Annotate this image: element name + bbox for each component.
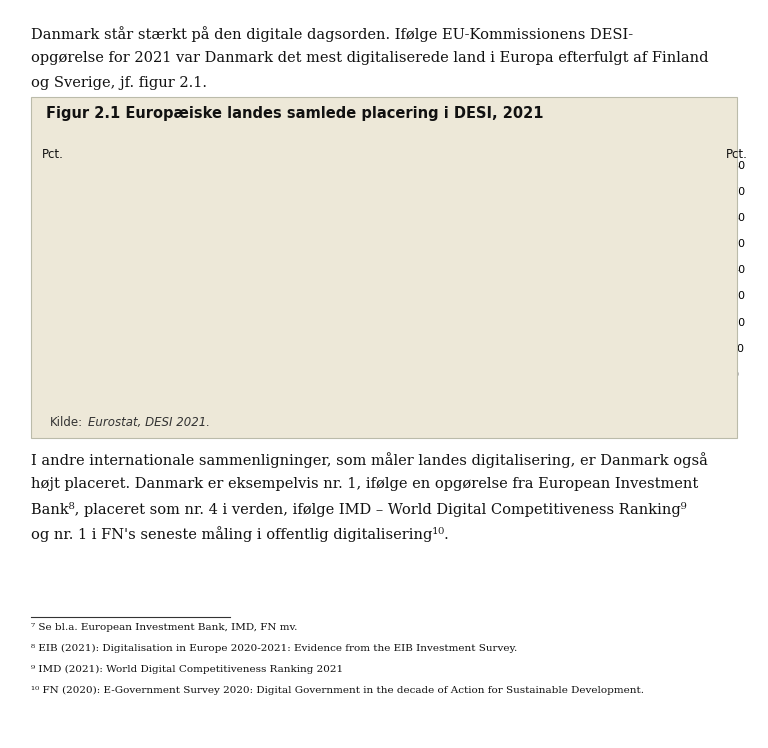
Bar	[679, 276, 694, 374]
Text: ⁸ EIB (2021): Digitalisation in Europe 2020-2021: Evidence from the EIB Investme: ⁸ EIB (2021): Digitalisation in Europe 2…	[31, 644, 517, 653]
Text: og Sverige, jf. figur 2.1.: og Sverige, jf. figur 2.1.	[31, 76, 207, 90]
Text: Kilde:: Kilde:	[50, 416, 83, 429]
Bar	[257, 218, 272, 374]
Bar	[345, 233, 361, 374]
Bar	[701, 288, 717, 374]
Bar	[145, 203, 161, 374]
Bar	[412, 241, 428, 374]
Bar	[456, 242, 472, 374]
Bar	[190, 215, 205, 374]
Bar	[167, 208, 183, 374]
Bar	[279, 222, 294, 374]
Text: opgørelse for 2021 var Danmark det mest digitaliserede land i Europa efterfulgt : opgørelse for 2021 var Danmark det mest …	[31, 51, 708, 65]
Bar	[323, 231, 339, 374]
Text: Bank⁸, placeret som nr. 4 i verden, ifølge IMD – World Digital Competitiveness R: Bank⁸, placeret som nr. 4 i verden, iføl…	[31, 502, 687, 517]
Bar	[612, 266, 627, 374]
Text: ¹⁰ FN (2020): E-Government Survey 2020: Digital Government in the decade of Acti: ¹⁰ FN (2020): E-Government Survey 2020: …	[31, 686, 644, 695]
Bar	[212, 215, 227, 374]
Bar	[523, 252, 538, 374]
Text: højt placeret. Danmark er eksempelvis nr. 1, ifølge en opgørelse fra European In: højt placeret. Danmark er eksempelvis nr…	[31, 477, 698, 491]
Text: Figur 2.1 Europæiske landes samlede placering i DESI, 2021: Figur 2.1 Europæiske landes samlede plac…	[46, 106, 544, 121]
Text: og nr. 1 i FN's seneste måling i offentlig digitalisering¹⁰.: og nr. 1 i FN's seneste måling i offentl…	[31, 527, 449, 542]
Text: ⁷ Se bl.a. European Investment Bank, IMD, FN mv.: ⁷ Se bl.a. European Investment Bank, IMD…	[31, 623, 297, 632]
Bar	[234, 217, 250, 374]
Bar	[389, 238, 406, 374]
Bar	[478, 243, 494, 374]
Bar	[78, 191, 94, 374]
Text: I andre internationale sammenligninger, som måler landes digitalisering, er Danm: I andre internationale sammenligninger, …	[31, 453, 707, 468]
Bar	[657, 275, 672, 374]
Bar	[123, 201, 138, 374]
Text: Eurostat, DESI 2021.: Eurostat, DESI 2021.	[88, 416, 210, 429]
Text: Pct.: Pct.	[42, 148, 64, 161]
Text: Pct.: Pct.	[726, 148, 747, 161]
Bar	[634, 267, 650, 374]
Bar	[568, 260, 583, 374]
Text: ⁹ IMD (2021): World Digital Competitiveness Ranking 2021: ⁹ IMD (2021): World Digital Competitiven…	[31, 665, 343, 674]
Bar	[501, 248, 516, 374]
Bar	[590, 262, 605, 374]
Bar	[367, 235, 383, 374]
Bar	[301, 224, 316, 374]
Text: Danmark står stærkt på den digitale dagsorden. Ifølge EU-Kommissionens DESI-: Danmark står stærkt på den digitale dags…	[31, 26, 633, 42]
Bar	[545, 255, 561, 374]
Bar	[434, 241, 450, 374]
Bar	[101, 197, 116, 374]
